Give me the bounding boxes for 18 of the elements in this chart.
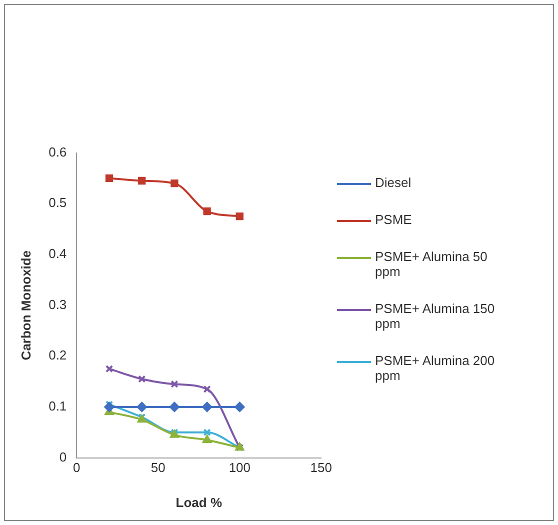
legend-label: PSME+ Alumina 150 ppm <box>375 301 496 331</box>
legend-label: PSME+ Alumina 200 ppm <box>375 353 496 383</box>
x-tick-label: 0 <box>73 460 80 476</box>
y-tick-label: 0.6 <box>48 144 67 160</box>
legend-label: PSME <box>375 212 412 227</box>
y-tick-label: 0 <box>59 449 67 464</box>
x-tick-label: 100 <box>228 460 251 476</box>
y-tick-label: 0.2 <box>48 348 67 363</box>
legend-label: PSME+ Alumina 50 ppm <box>375 249 488 279</box>
legend-label: Diesel <box>375 175 412 190</box>
x-tick-label: 50 <box>150 460 166 476</box>
x-axis-title: Load % <box>176 494 222 510</box>
y-tick-label: 0.1 <box>48 398 67 414</box>
y-tick-label: 0.3 <box>48 296 67 312</box>
y-tick-label: 0.4 <box>48 246 67 262</box>
y-tick-label: 0.5 <box>48 195 67 210</box>
x-tick-label: 150 <box>310 460 332 476</box>
y-axis-title: Carbon Monoxide <box>18 250 34 360</box>
